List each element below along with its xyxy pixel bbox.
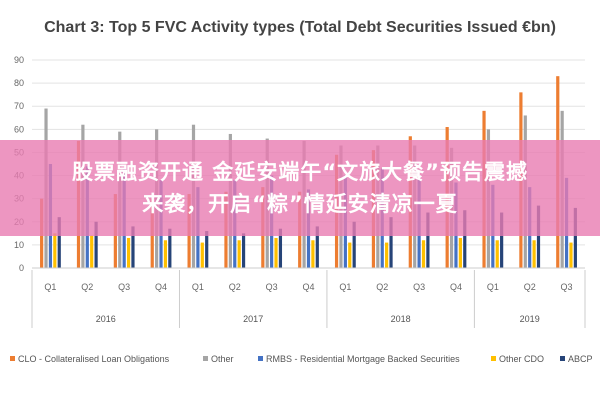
legend-label: Other <box>211 354 234 364</box>
banner-line-2: 来袭，开启“粽”情延安清凉一夏 <box>142 192 458 216</box>
banner-line-1: 股票融资开通 金延安端午“文旅大餐”预告震撼 <box>72 160 528 184</box>
bar <box>200 242 204 268</box>
bar <box>205 231 209 268</box>
bar <box>274 237 278 268</box>
y-tick-label: 60 <box>14 124 24 134</box>
x-tick-label: Q2 <box>524 282 536 292</box>
bar <box>94 221 98 268</box>
legend-swatch <box>10 356 15 361</box>
bar <box>532 240 536 268</box>
year-label: 2019 <box>520 314 540 324</box>
legend-label: Other CDO <box>499 354 544 364</box>
bar <box>241 233 246 268</box>
year-label: 2017 <box>243 314 263 324</box>
bar <box>421 240 426 268</box>
year-label: 2018 <box>391 314 411 324</box>
legend-swatch <box>203 356 208 361</box>
y-tick-label: 0 <box>19 263 24 273</box>
bar <box>352 221 356 268</box>
x-tick-label: Q2 <box>229 282 241 292</box>
x-tick-label: Q2 <box>376 282 388 292</box>
bar <box>237 240 241 268</box>
x-tick-label: Q3 <box>561 282 573 292</box>
bar <box>463 210 467 268</box>
legend-label: CLO - Collateralised Loan Obligations <box>18 354 170 364</box>
x-tick-label: Q4 <box>302 282 314 292</box>
y-tick-label: 70 <box>14 101 24 111</box>
bar <box>536 205 541 268</box>
legend-swatch <box>560 356 565 361</box>
x-tick-label: Q3 <box>413 282 425 292</box>
bar <box>315 226 319 268</box>
bar <box>53 233 57 268</box>
x-tick-label: Q3 <box>266 282 278 292</box>
y-tick-label: 80 <box>14 78 24 88</box>
bar <box>458 237 462 268</box>
x-tick-label: Q3 <box>118 282 130 292</box>
legend-label: ABCP <box>568 354 593 364</box>
bar <box>168 228 172 268</box>
bar <box>389 217 393 268</box>
x-tick-label: Q1 <box>192 282 204 292</box>
bar <box>426 212 430 268</box>
bar <box>163 240 168 268</box>
chart-title: Chart 3: Top 5 FVC Activity types (Total… <box>44 19 556 36</box>
bar <box>90 235 94 268</box>
bar <box>500 212 504 268</box>
bar <box>385 242 389 268</box>
bar <box>348 242 352 268</box>
bar <box>311 240 315 268</box>
x-tick-label: Q1 <box>44 282 56 292</box>
x-tick-label: Q4 <box>450 282 462 292</box>
y-tick-label: 90 <box>14 55 24 65</box>
x-axis: Q1 Q2 Q3 Q4 Q1 Q2 Q3 Q4 Q1 Q2 Q3 Q4 Q1 Q2 Q3 2016 2017 20… <box>31 267 586 328</box>
overlay-banner[interactable]: 股票融资开通 金延安端午“文旅大餐”预告震撼 来袭，开启“粽”情延安清凉一夏 <box>0 140 600 236</box>
legend-swatch <box>491 356 496 361</box>
legend-swatch <box>258 356 263 361</box>
y-tick-label: 10 <box>14 240 24 250</box>
bar <box>573 207 577 268</box>
legend: CLO - Collateralised Loan Obligations Oth… <box>10 354 593 364</box>
x-tick-label: Q4 <box>155 282 167 292</box>
legend-label: RMBS - Residential Mortgage Backed Secur… <box>266 354 460 364</box>
bar <box>278 228 283 268</box>
bar <box>569 242 573 268</box>
bar <box>495 240 499 268</box>
x-tick-label: Q1 <box>339 282 351 292</box>
bar <box>131 226 135 268</box>
x-tick-label: Q2 <box>81 282 93 292</box>
bar <box>126 237 131 268</box>
year-label: 2016 <box>96 314 116 324</box>
bar <box>57 217 61 268</box>
x-tick-label: Q1 <box>487 282 499 292</box>
